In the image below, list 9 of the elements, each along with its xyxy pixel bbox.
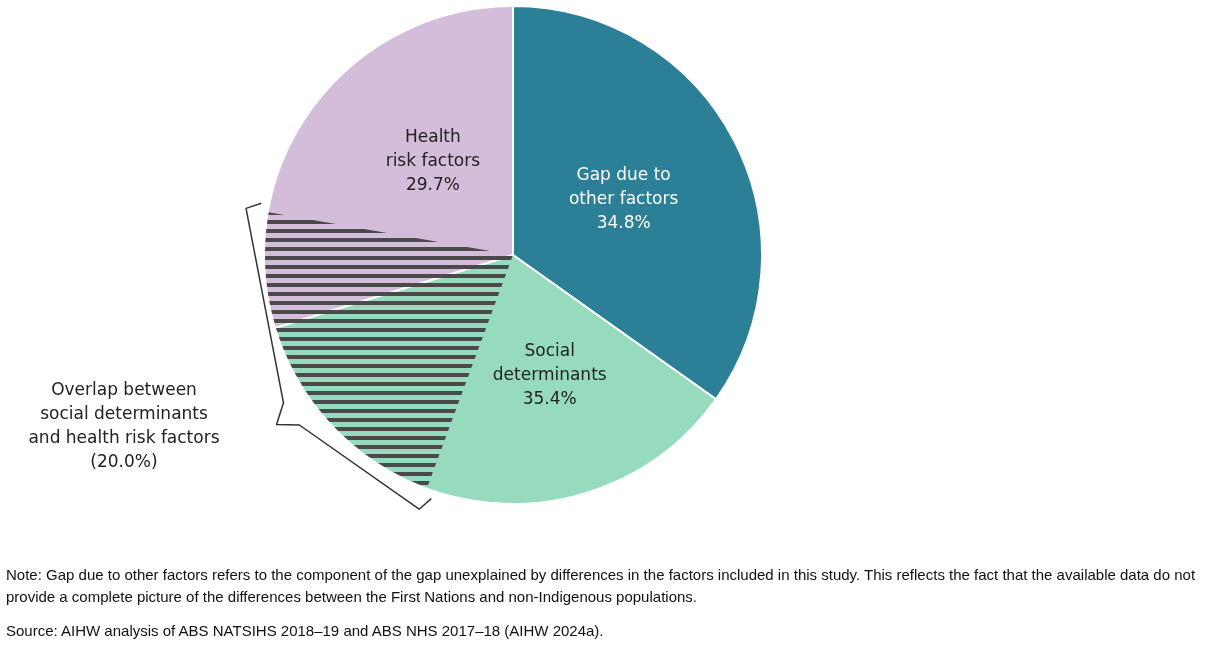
source-note: Source: AIHW analysis of ABS NATSIHS 2018–19 and ABS NHS 2017–18 (AIHW 2024a). xyxy=(6,622,604,639)
slice-label: Health risk factors xyxy=(385,125,481,170)
text: Overlap between social determinants and health risk factors (20.0%) xyxy=(28,378,220,471)
slice-label: Gap due to other factors xyxy=(568,163,679,208)
text: Note: Gap due to other factors refers to the component of the gap unexplained by differences in the factors included in this study. This reflects the fact that the available data do not provide a complete picture of the differences between the First Nations and non-Indigenous populations. xyxy=(6,566,1196,605)
data-label: 34.8% xyxy=(596,211,651,232)
slice-label: Social determinants xyxy=(492,339,607,384)
data-label: 35.4% xyxy=(522,387,577,408)
data-label: 29.7% xyxy=(405,173,460,194)
